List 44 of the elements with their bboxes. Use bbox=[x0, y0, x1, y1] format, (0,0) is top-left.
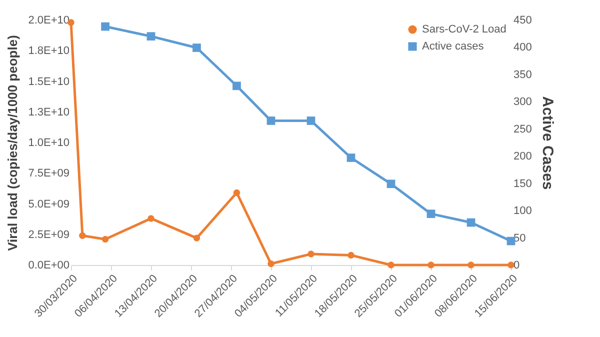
y-tick-label: 7.5E+09 bbox=[28, 168, 70, 180]
y-tick-label: 1.5E+10 bbox=[28, 76, 70, 88]
y-tick-label: 1.8E+10 bbox=[28, 45, 70, 58]
point bbox=[146, 32, 156, 41]
y2-tick-label: 350 bbox=[514, 68, 532, 81]
y2-tick-label: 200 bbox=[514, 150, 532, 163]
y-tick-label: 1.3E+10 bbox=[28, 106, 70, 118]
point bbox=[468, 262, 474, 268]
point bbox=[388, 262, 394, 268]
point bbox=[193, 234, 200, 242]
point bbox=[308, 250, 314, 258]
point bbox=[148, 215, 154, 222]
y-tick-label: 2.0E+10 bbox=[28, 14, 70, 26]
point bbox=[192, 44, 201, 52]
y-tick-label: 5.0E+09 bbox=[28, 198, 70, 210]
point bbox=[426, 210, 436, 218]
point bbox=[232, 82, 241, 90]
y2-tick-label: 400 bbox=[514, 42, 532, 54]
y2-tick-label: 0 bbox=[514, 260, 520, 272]
y-axis-title: Viral load (copies/day/1000 people) bbox=[5, 35, 20, 251]
y2-axis-title: Active Cases bbox=[538, 96, 556, 190]
y2-tick-label: 250 bbox=[514, 123, 532, 136]
point bbox=[101, 22, 110, 31]
point bbox=[306, 116, 316, 125]
y2-tick-label: 150 bbox=[514, 178, 532, 190]
point bbox=[348, 252, 354, 259]
point bbox=[428, 262, 434, 268]
point bbox=[79, 232, 86, 239]
legend-label: Sars-CoV-2 Load bbox=[422, 24, 506, 36]
point bbox=[386, 180, 396, 188]
point bbox=[466, 218, 476, 227]
y2-tick-label: 450 bbox=[514, 14, 532, 26]
y-tick-label: 0.0E+00 bbox=[28, 260, 70, 272]
point bbox=[233, 189, 240, 196]
point bbox=[346, 154, 356, 162]
point bbox=[266, 116, 276, 125]
point bbox=[268, 260, 274, 268]
y-tick-label: 2.5E+09 bbox=[28, 228, 70, 241]
point bbox=[508, 262, 514, 268]
y-tick-label: 1.0E+10 bbox=[28, 137, 70, 149]
legend-label: Active cases bbox=[422, 40, 484, 52]
y2-tick-label: 300 bbox=[514, 96, 532, 108]
y2-tick-label: 100 bbox=[514, 205, 532, 218]
point bbox=[102, 236, 109, 243]
